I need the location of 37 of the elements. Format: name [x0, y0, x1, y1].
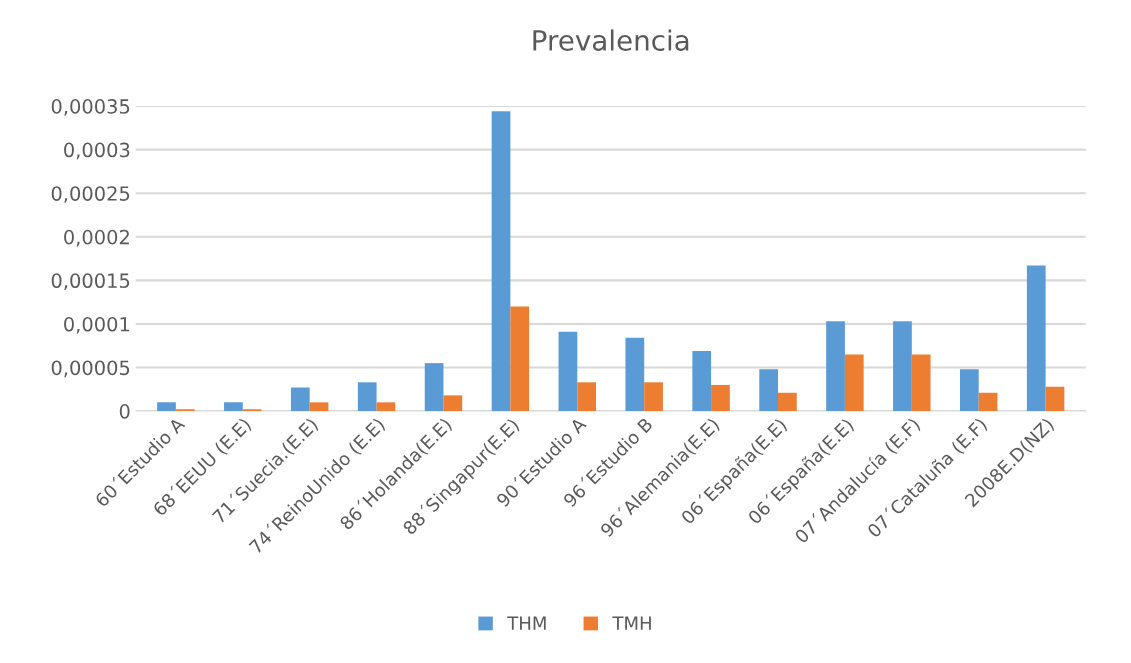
- bar: [157, 402, 176, 412]
- bar: [692, 350, 712, 412]
- y-tick-label: 0,0003: [64, 142, 130, 160]
- bar: [1026, 265, 1046, 412]
- y-tick-label: 0,00025: [51, 186, 130, 203]
- bar: [376, 402, 396, 412]
- y-tick-label: 0,00015: [51, 273, 130, 290]
- bar: [978, 392, 998, 412]
- bar: [844, 354, 864, 412]
- bar: [577, 382, 597, 412]
- bar: [558, 331, 578, 412]
- bar: [959, 369, 979, 412]
- bar: [443, 395, 463, 412]
- bar: [644, 382, 663, 412]
- y-tick-label: 0,0001: [64, 316, 130, 334]
- legend-label: TMH: [612, 616, 651, 630]
- bar: [224, 402, 243, 412]
- y-tick-label: 0,00005: [51, 360, 130, 378]
- y-tick-label: 0: [119, 404, 130, 419]
- chart-title: Prevalencia: [533, 29, 689, 51]
- bar: [510, 306, 530, 412]
- bar: [424, 363, 444, 412]
- y-tick-label: 0,00035: [51, 99, 130, 116]
- legend-label: THM: [507, 616, 546, 630]
- bar: [911, 354, 931, 412]
- bar: [290, 387, 310, 412]
- bar: [826, 321, 845, 412]
- bar: [711, 384, 730, 412]
- bar: [1045, 386, 1065, 412]
- bar: [357, 382, 377, 412]
- bar: [625, 337, 645, 412]
- y-tick-label: 0,0002: [64, 229, 129, 247]
- bar: [893, 321, 912, 412]
- bar: [759, 369, 778, 412]
- bar: [491, 111, 511, 412]
- bar: [778, 392, 797, 412]
- bar: [309, 402, 329, 412]
